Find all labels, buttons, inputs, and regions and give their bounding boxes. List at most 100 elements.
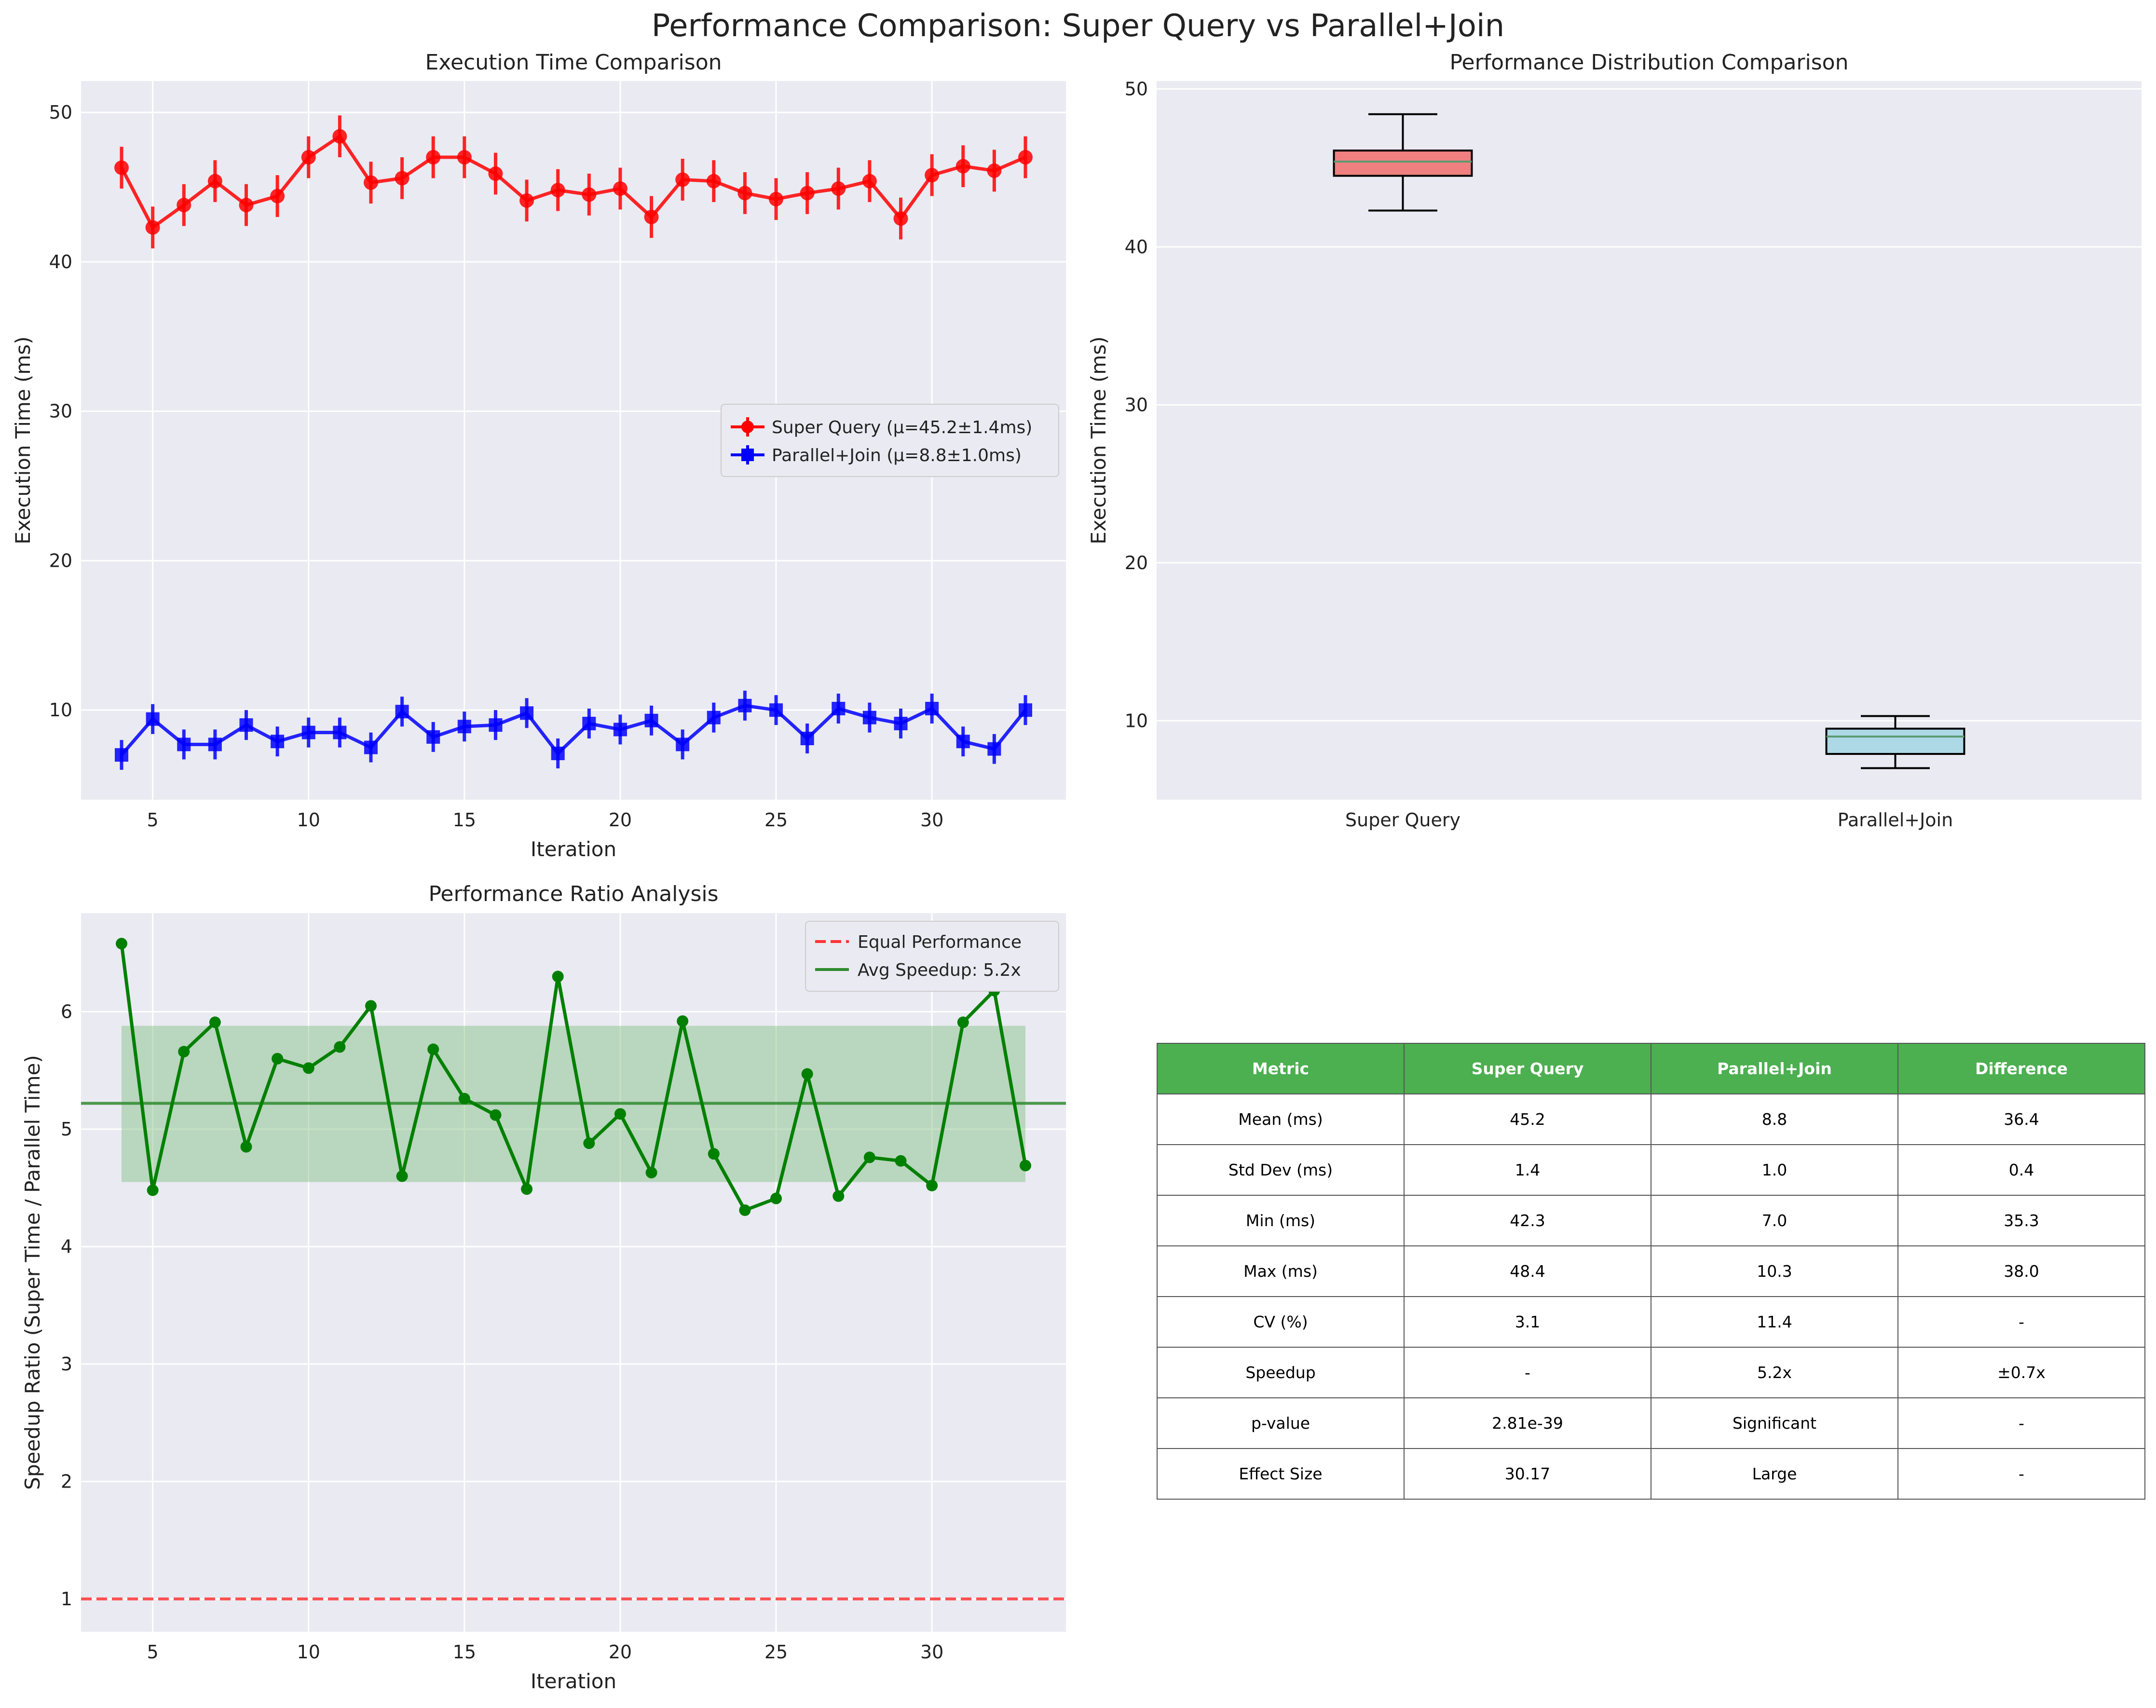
super-query-point	[363, 175, 378, 190]
speedup-ratio-point	[677, 1015, 689, 1027]
table-row: Min (ms) 42.3 7.0 35.3	[1157, 1195, 2145, 1246]
table-cell: -	[1897, 1397, 2145, 1449]
table-cell: Significant	[1651, 1397, 1898, 1449]
ratio-xlabel: Iteration	[531, 1669, 616, 1693]
table-row: Mean (ms) 45.2 8.8 36.4	[1157, 1093, 2145, 1145]
speedup-ratio-point	[739, 1204, 751, 1216]
speedup-ratio-point	[178, 1046, 190, 1058]
super-query-point	[457, 150, 472, 164]
y-tick-label: 30	[1125, 394, 1148, 415]
speedup-ratio-point	[240, 1141, 252, 1153]
super-query-point	[706, 174, 721, 189]
super-query-point	[395, 171, 409, 186]
y-tick-label: 10	[1125, 710, 1148, 731]
super-query-point	[644, 209, 659, 224]
speedup-ratio-point	[832, 1190, 845, 1202]
super-query-point	[301, 150, 316, 164]
x-tick-label: 20	[609, 1641, 632, 1663]
parallel-join-point	[956, 735, 970, 749]
x-tick-label: 15	[453, 809, 476, 831]
super-query-point	[925, 168, 940, 183]
x-tick-label: 30	[920, 1641, 943, 1663]
table-cell: 2.81e-39	[1404, 1397, 1651, 1449]
parallel-join-point	[644, 713, 658, 727]
legend-frame	[805, 921, 1059, 992]
speedup-ratio-point	[895, 1155, 907, 1167]
table-cell: -	[1404, 1347, 1651, 1398]
figure-title: Performance Comparison: Super Query vs P…	[652, 8, 1504, 44]
x-tick-label: 20	[609, 809, 632, 831]
super-query-point	[613, 181, 628, 196]
super-query-point	[145, 220, 160, 235]
table-cell: Speedup	[1157, 1347, 1405, 1398]
speedup-ratio-point	[552, 970, 564, 983]
parallel-join-point	[239, 718, 253, 732]
y-tick-label: 50	[49, 102, 72, 123]
speedup-ratio-point	[957, 1016, 969, 1028]
parallel-join-point	[1018, 703, 1032, 717]
table-cell: Mean (ms)	[1157, 1093, 1405, 1145]
table-cell: 3.1	[1404, 1296, 1651, 1348]
y-tick-label: 5	[61, 1119, 72, 1140]
execution-time-legend: Super Query (μ=45.2±1.4ms) Parallel+Join…	[721, 404, 1059, 477]
table-header-cell: Metric	[1157, 1043, 1405, 1094]
y-tick-label: 20	[49, 550, 72, 571]
parallel-join-point	[271, 735, 285, 749]
parallel-join-point	[146, 712, 160, 726]
speedup-ratio-point	[427, 1043, 439, 1055]
y-tick-label: 30	[49, 401, 72, 422]
super-query-point	[177, 198, 191, 213]
execution-time-xlabel: Iteration	[531, 837, 616, 861]
table-cell: -	[1897, 1296, 2145, 1348]
x-tick-label: Super Query	[1345, 809, 1460, 831]
legend-avg-label: Avg Speedup: 5.2x	[858, 960, 1021, 980]
table-cell: Std Dev (ms)	[1157, 1144, 1405, 1196]
super-query-point	[800, 186, 815, 201]
parallel-join-point	[925, 702, 939, 716]
parallel-join-point	[426, 730, 440, 744]
ratio-title: Performance Ratio Analysis	[428, 882, 718, 906]
table-cell: Max (ms)	[1157, 1245, 1405, 1297]
speedup-ratio-point	[770, 1192, 782, 1204]
super-query-box	[1333, 150, 1473, 177]
parallel-join-point	[551, 746, 565, 760]
super-query-point	[270, 189, 285, 204]
speedup-ratio-point	[490, 1109, 502, 1121]
speedup-ratio-point	[583, 1137, 595, 1149]
ratio-plot-area	[81, 913, 1066, 1632]
distribution-title: Performance Distribution Comparison	[1450, 50, 1849, 75]
table-cell: 8.8	[1651, 1093, 1898, 1145]
table-row: Effect Size 30.17 Large -	[1157, 1448, 2145, 1500]
x-tick-label: 15	[453, 1641, 476, 1663]
parallel-join-point	[177, 738, 191, 752]
super-query-point	[831, 181, 846, 196]
super-query-point	[239, 198, 254, 213]
y-tick-label: 50	[1125, 78, 1148, 99]
speedup-ratio-point	[1019, 1160, 1031, 1172]
y-tick-label: 10	[49, 699, 72, 721]
x-tick-label: 25	[764, 1641, 788, 1663]
speedup-ratio-point	[521, 1183, 533, 1195]
execution-time-ylabel: Execution Time (ms)	[11, 336, 35, 544]
table-cell: 10.3	[1651, 1245, 1898, 1297]
table-cell: p-value	[1157, 1397, 1405, 1449]
super-query-point	[769, 191, 784, 206]
super-query-point	[893, 211, 908, 226]
table-cell: 7.0	[1651, 1195, 1898, 1246]
parallel-join-point	[301, 725, 315, 739]
ratio-panel: 1 2 3 4 5 6 5 10 15 20 25 30 Performance Ratio Anal…	[21, 882, 1066, 1693]
super-query-point	[675, 172, 690, 187]
legend-equal-label: Equal Performance	[858, 932, 1022, 952]
ratio-ylabel: Speedup Ratio (Super Time / Parallel Tim…	[21, 1055, 44, 1489]
parallel-join-point	[738, 698, 752, 712]
x-tick-label: 5	[147, 1641, 159, 1663]
table-cell: 0.4	[1897, 1144, 2145, 1196]
y-tick-label: 2	[61, 1471, 72, 1492]
distribution-panel: 10 20 30 40 50 Super Query Parallel+Join Perfo…	[1087, 50, 2142, 831]
y-tick-label: 1	[61, 1588, 72, 1610]
x-tick-label: 5	[147, 809, 159, 831]
table-cell: 5.2x	[1651, 1347, 1898, 1398]
execution-time-panel: 10 20 30 40 50 5 10 15 20 25 30 Execution Time Com…	[11, 50, 1066, 861]
x-tick-label: 30	[920, 809, 943, 831]
